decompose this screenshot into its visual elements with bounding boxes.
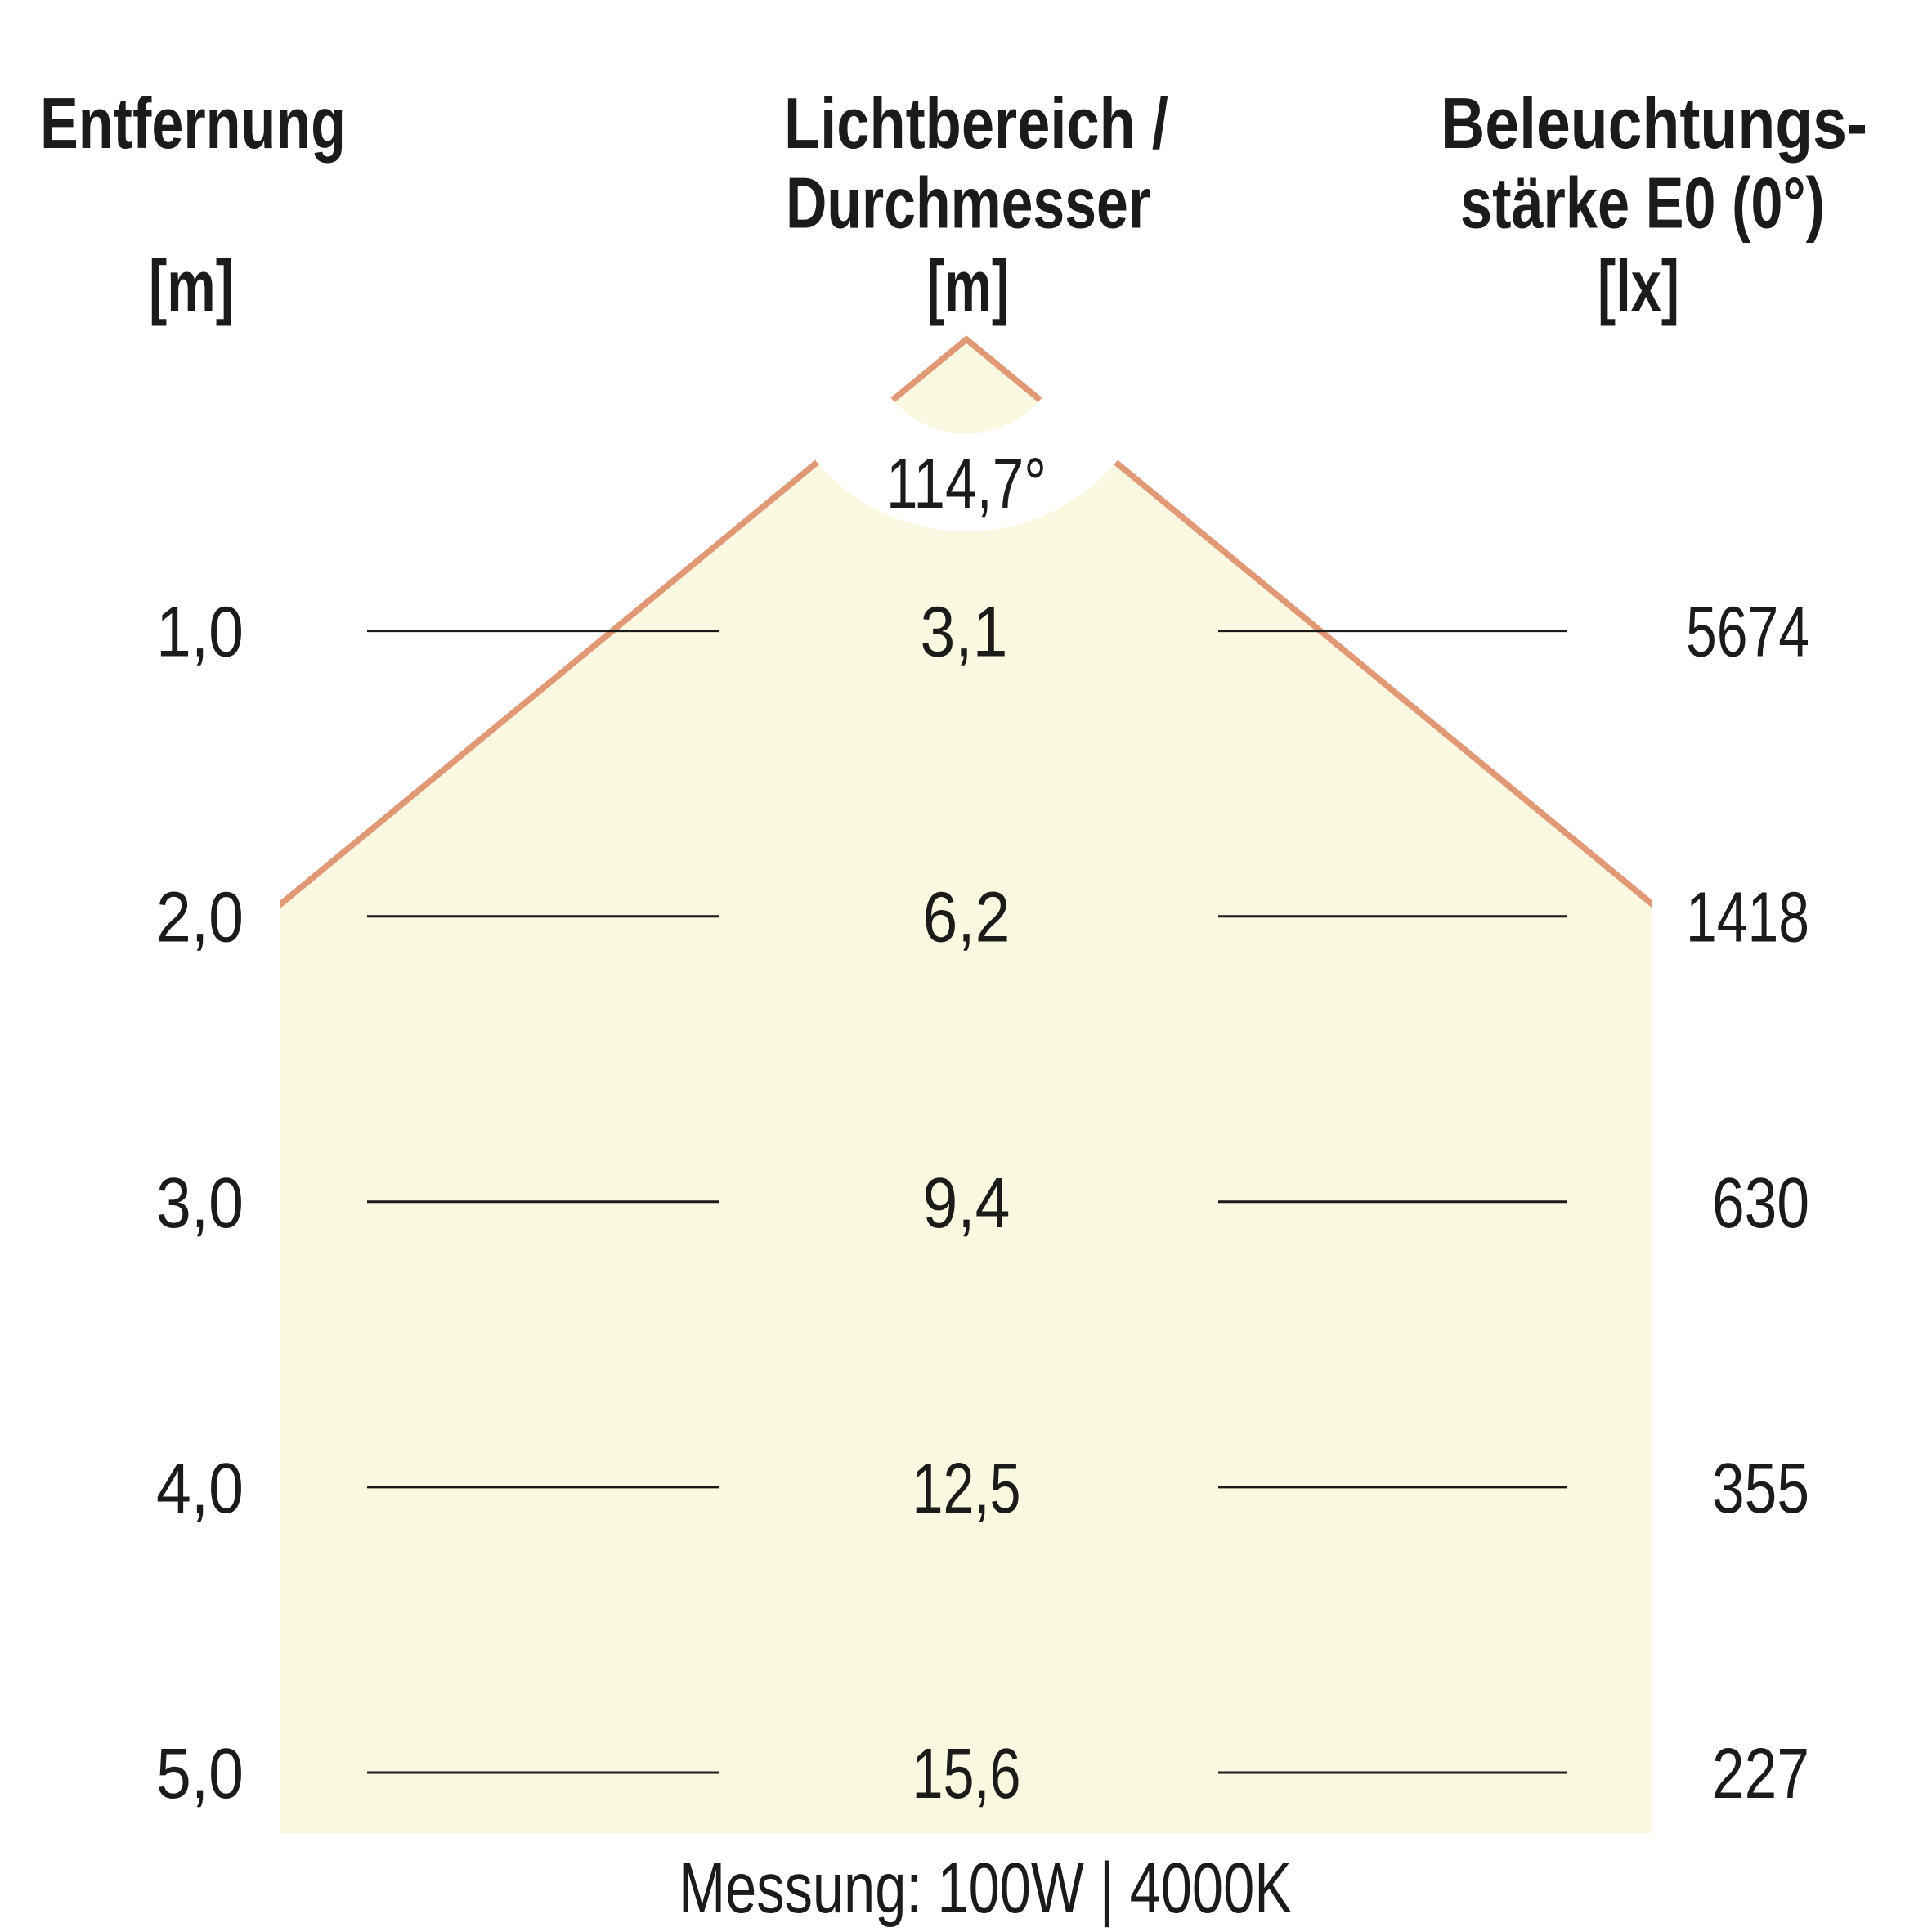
svg-text:630: 630 — [1712, 1163, 1809, 1243]
svg-text:2,0: 2,0 — [156, 878, 244, 957]
svg-text:Beleuchtungs-: Beleuchtungs- — [1441, 83, 1867, 164]
svg-text:5,0: 5,0 — [156, 1734, 244, 1813]
svg-text:[m]: [m] — [927, 245, 1010, 326]
svg-text:stärke E0 (0°): stärke E0 (0°) — [1460, 163, 1825, 244]
svg-text:3,0: 3,0 — [156, 1163, 244, 1243]
svg-text:6,2: 6,2 — [923, 878, 1011, 957]
svg-text:15,6: 15,6 — [912, 1734, 1021, 1813]
svg-text:5674: 5674 — [1686, 593, 1809, 672]
svg-text:Messung: 100W | 4000K: Messung: 100W | 4000K — [679, 1849, 1292, 1928]
svg-text:1418: 1418 — [1686, 878, 1809, 957]
svg-text:355: 355 — [1712, 1449, 1809, 1528]
svg-text:Entfernung: Entfernung — [40, 83, 346, 164]
svg-text:9,4: 9,4 — [923, 1163, 1011, 1243]
svg-text:[lx]: [lx] — [1598, 245, 1679, 326]
svg-text:227: 227 — [1712, 1734, 1809, 1813]
svg-text:[m]: [m] — [149, 245, 234, 326]
svg-text:4,0: 4,0 — [156, 1449, 244, 1528]
svg-text:12,5: 12,5 — [912, 1449, 1021, 1528]
svg-text:Lichtbereich /: Lichtbereich / — [784, 83, 1168, 164]
svg-text:1,0: 1,0 — [156, 593, 244, 672]
svg-text:Durchmesser: Durchmesser — [786, 163, 1150, 244]
svg-text:114,7°: 114,7° — [886, 444, 1047, 523]
svg-text:3,1: 3,1 — [921, 593, 1008, 672]
